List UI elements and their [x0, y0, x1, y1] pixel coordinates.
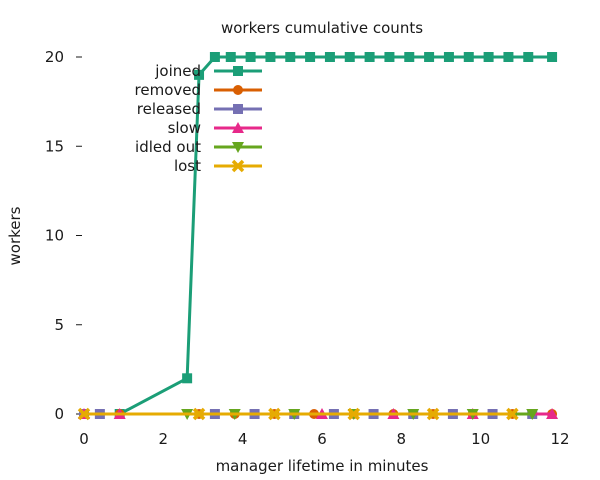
- data-point-marker: [194, 69, 205, 80]
- data-point-marker: [483, 52, 494, 62]
- series-lost: [77, 407, 519, 421]
- x-tick-label: 2: [159, 430, 169, 448]
- series-line: [84, 55, 553, 416]
- y-tick-label: 10: [45, 227, 64, 245]
- data-point-marker: [305, 52, 316, 62]
- data-point-marker: [233, 104, 243, 114]
- data-point-marker: [347, 407, 360, 421]
- y-tick-label: 5: [54, 316, 64, 334]
- legend-label: joined: [154, 62, 201, 80]
- x-tick-label: 0: [79, 430, 89, 448]
- marker-stroke: [426, 407, 440, 421]
- legend-label: slow: [168, 119, 201, 137]
- data-point-marker: [233, 85, 243, 95]
- y-tick-label: 15: [45, 137, 64, 155]
- marker-stroke: [77, 407, 91, 421]
- data-point-marker: [404, 52, 415, 62]
- chart-title: workers cumulative counts: [221, 19, 423, 37]
- data-point-marker: [426, 407, 440, 421]
- data-point-marker: [232, 142, 244, 153]
- data-point-marker: [192, 407, 206, 421]
- data-point-marker: [209, 52, 220, 62]
- data-point-marker: [232, 122, 244, 133]
- x-tick-label: 12: [550, 430, 569, 448]
- x-tick-label: 4: [238, 430, 248, 448]
- x-axis: 0 2 4 6 8 10 12: [79, 430, 569, 448]
- data-point-marker: [503, 52, 514, 62]
- y-axis: 0 5 10 15 20: [45, 48, 82, 423]
- data-point-marker: [344, 52, 355, 62]
- legend-label: released: [137, 100, 201, 118]
- data-point-marker: [265, 52, 276, 62]
- x-axis-title: manager lifetime in minutes: [216, 457, 429, 475]
- data-point-marker: [463, 52, 474, 62]
- series-joined: [79, 52, 558, 419]
- legend-item: released: [137, 100, 262, 118]
- plot-area: [77, 52, 559, 421]
- legend-label: removed: [135, 81, 201, 99]
- legend-item: idled out: [135, 138, 262, 156]
- x-tick-label: 8: [397, 430, 407, 448]
- y-tick-label: 20: [45, 48, 64, 66]
- data-point-marker: [364, 52, 375, 62]
- legend-item: joined: [154, 62, 262, 80]
- data-point-marker: [384, 52, 395, 62]
- marker-stroke: [192, 407, 206, 421]
- data-point-marker: [268, 407, 281, 421]
- data-point-marker: [546, 408, 559, 419]
- y-tick-label: 0: [54, 405, 64, 423]
- x-tick-label: 10: [471, 430, 490, 448]
- legend-item: slow: [168, 119, 262, 137]
- data-point-marker: [245, 52, 256, 62]
- marker-stroke: [347, 407, 360, 421]
- data-point-marker: [523, 52, 534, 62]
- legend-label: lost: [174, 157, 201, 175]
- data-point-marker: [547, 52, 558, 62]
- marker-stroke: [231, 159, 245, 173]
- legend-label: idled out: [135, 138, 201, 156]
- y-axis-title: workers: [6, 206, 24, 265]
- data-point-marker: [506, 407, 519, 421]
- data-point-marker: [233, 66, 243, 76]
- marker-stroke: [268, 407, 281, 421]
- data-point-marker: [225, 52, 236, 62]
- data-point-marker: [285, 52, 296, 62]
- x-tick-label: 6: [317, 430, 327, 448]
- data-point-marker: [231, 159, 245, 173]
- legend-item: removed: [135, 81, 262, 99]
- data-point-marker: [443, 52, 454, 62]
- data-point-marker: [77, 407, 91, 421]
- data-point-marker: [324, 52, 335, 62]
- data-point-marker: [182, 373, 193, 384]
- data-point-marker: [424, 52, 435, 62]
- marker-stroke: [506, 407, 519, 421]
- legend-item: lost: [174, 157, 262, 175]
- data-point-marker: [526, 409, 539, 420]
